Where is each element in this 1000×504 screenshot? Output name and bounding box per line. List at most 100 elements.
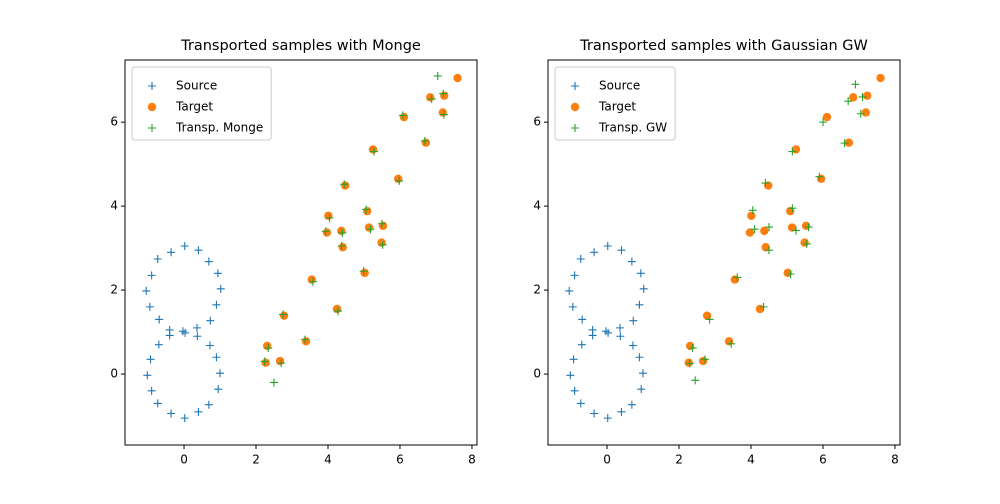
point <box>145 302 154 311</box>
chart-title: Transported samples with Monge <box>180 38 421 54</box>
point <box>153 255 162 264</box>
point <box>438 108 448 117</box>
point <box>569 355 578 364</box>
point <box>393 174 403 184</box>
point <box>337 226 346 236</box>
chart-title: Transported samples with Gaussian GW <box>579 38 868 54</box>
y-tick-label: 4 <box>110 199 118 213</box>
point <box>750 225 759 234</box>
point <box>566 371 575 380</box>
point <box>212 353 221 362</box>
point <box>747 211 756 220</box>
point <box>377 219 386 228</box>
y-tick-label: 2 <box>110 283 118 297</box>
point <box>366 225 375 234</box>
axes-frame <box>547 59 901 446</box>
point <box>698 356 708 366</box>
point <box>421 138 431 147</box>
point <box>590 248 599 257</box>
x-tick-label: 8 <box>891 453 899 467</box>
legend-marker <box>571 124 579 132</box>
y-tick-label: 0 <box>533 367 541 381</box>
point <box>764 223 773 232</box>
point <box>822 112 832 122</box>
point <box>617 407 626 416</box>
x-tick-label: 0 <box>603 453 611 467</box>
point <box>325 213 334 222</box>
point <box>334 307 343 316</box>
legend-marker <box>571 82 579 90</box>
point <box>204 257 213 266</box>
x-tick-label: 2 <box>675 453 683 467</box>
point <box>590 409 599 418</box>
point <box>440 91 449 100</box>
legend-label: Source <box>599 79 640 93</box>
point <box>700 355 709 364</box>
point <box>308 277 317 286</box>
point <box>180 414 189 423</box>
point <box>688 344 697 353</box>
point <box>565 286 574 295</box>
point <box>818 118 827 127</box>
axes-frame <box>124 59 478 446</box>
point <box>639 369 648 378</box>
x-tick-label: 6 <box>396 453 404 467</box>
point <box>748 206 757 215</box>
legend-label: Target <box>598 100 636 114</box>
point <box>851 80 860 89</box>
point <box>395 176 404 185</box>
point <box>685 359 694 368</box>
point <box>378 240 387 249</box>
point <box>275 356 285 366</box>
y-tick-label: 4 <box>533 199 541 213</box>
point <box>863 91 872 100</box>
point <box>146 355 155 364</box>
point <box>761 179 770 188</box>
plot-area <box>565 73 885 423</box>
point <box>684 358 693 367</box>
point <box>426 93 435 102</box>
x-tick-label: 6 <box>819 453 827 467</box>
point <box>802 239 811 248</box>
point <box>261 358 270 367</box>
point <box>399 112 409 122</box>
legend-label: Transp. Monge <box>175 121 263 135</box>
point <box>153 399 162 408</box>
point <box>840 139 849 148</box>
legend: Source Target Transp. Monge <box>131 66 272 141</box>
point <box>420 137 429 146</box>
point <box>691 376 700 385</box>
y-tick-label: 2 <box>533 283 541 297</box>
point <box>307 275 316 284</box>
point <box>861 108 871 117</box>
point <box>570 271 579 280</box>
point <box>332 304 342 314</box>
point <box>194 246 203 255</box>
legend-box <box>131 66 272 141</box>
legend-marker <box>147 102 157 112</box>
point <box>759 302 768 311</box>
point <box>576 399 585 408</box>
point <box>800 238 809 247</box>
point <box>755 304 765 314</box>
point <box>786 270 795 279</box>
point <box>639 284 648 293</box>
point <box>370 147 379 156</box>
point <box>615 323 624 332</box>
point <box>279 310 288 319</box>
point <box>368 145 378 154</box>
point <box>791 226 800 235</box>
point <box>568 302 577 311</box>
point <box>192 323 201 332</box>
point <box>787 223 797 232</box>
point <box>364 223 374 232</box>
point <box>637 385 646 394</box>
point <box>705 315 714 324</box>
point <box>627 257 636 266</box>
point <box>338 228 347 237</box>
x-tick-label: 8 <box>468 453 476 467</box>
point <box>629 316 638 325</box>
point <box>377 238 386 247</box>
point <box>788 204 797 213</box>
point <box>876 73 885 83</box>
